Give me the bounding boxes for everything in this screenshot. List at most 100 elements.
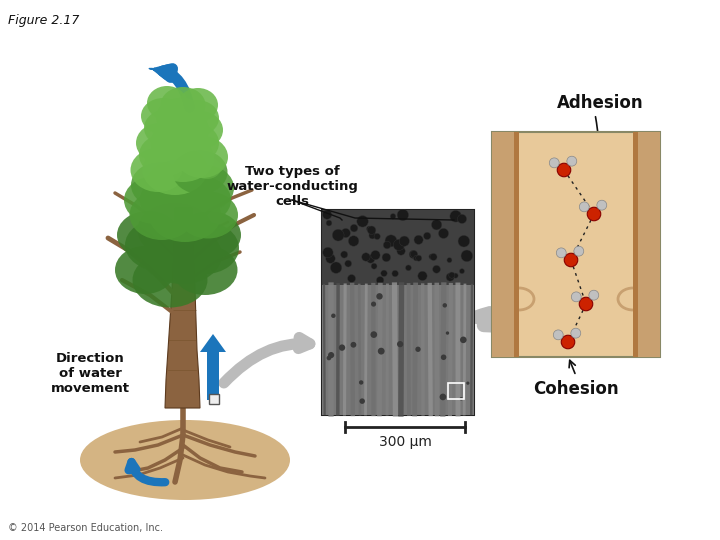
Circle shape [325,254,336,264]
Circle shape [567,156,577,166]
Circle shape [409,251,418,259]
Ellipse shape [169,176,231,224]
Circle shape [459,268,464,274]
Circle shape [341,228,351,238]
Circle shape [443,303,447,308]
Circle shape [433,265,441,273]
Circle shape [382,253,391,262]
Circle shape [597,200,607,210]
Ellipse shape [158,117,186,139]
Circle shape [397,210,408,221]
Ellipse shape [178,192,238,239]
Ellipse shape [161,87,205,123]
Circle shape [423,232,431,240]
Circle shape [366,255,375,263]
Circle shape [399,239,404,245]
Ellipse shape [124,176,186,224]
Ellipse shape [115,246,175,294]
Ellipse shape [176,165,234,211]
Circle shape [562,335,575,349]
Circle shape [397,341,403,347]
Ellipse shape [178,88,218,122]
Ellipse shape [144,109,192,147]
Ellipse shape [173,150,228,194]
Ellipse shape [150,121,205,165]
Circle shape [588,207,600,221]
Circle shape [549,158,559,168]
Circle shape [564,253,577,267]
Ellipse shape [146,159,214,211]
Circle shape [446,332,449,335]
Ellipse shape [80,420,290,500]
Circle shape [446,273,454,281]
Circle shape [348,274,356,282]
Circle shape [589,290,599,300]
Bar [633,132,638,357]
Text: © 2014 Pearson Education, Inc.: © 2014 Pearson Education, Inc. [8,523,163,533]
Circle shape [377,293,383,300]
Circle shape [367,226,376,234]
Circle shape [574,246,584,256]
Circle shape [374,233,380,240]
Circle shape [460,336,467,343]
Bar [322,210,474,285]
Circle shape [323,210,332,219]
Bar [448,383,464,399]
Ellipse shape [130,190,194,240]
Ellipse shape [193,157,221,179]
Ellipse shape [152,134,214,182]
Circle shape [323,247,333,258]
Circle shape [371,251,380,260]
Ellipse shape [125,219,195,271]
Text: Figure 2.17: Figure 2.17 [8,14,79,27]
Circle shape [326,220,332,226]
Circle shape [366,226,372,232]
Circle shape [461,250,472,262]
Ellipse shape [176,136,228,178]
Bar [638,132,660,357]
Circle shape [459,397,463,401]
Circle shape [333,230,344,241]
Circle shape [383,241,391,249]
Ellipse shape [140,174,210,226]
Circle shape [381,270,387,276]
Circle shape [553,330,563,340]
Bar [492,132,660,357]
Ellipse shape [156,98,204,136]
Ellipse shape [173,136,203,160]
Ellipse shape [131,162,189,208]
Circle shape [418,271,427,281]
Ellipse shape [117,211,179,259]
Circle shape [449,272,455,278]
Circle shape [369,232,376,239]
Circle shape [438,228,449,239]
Text: Adhesion: Adhesion [557,94,643,112]
Ellipse shape [141,98,185,134]
Circle shape [377,276,384,284]
Circle shape [571,328,581,338]
Bar [514,132,519,357]
Circle shape [371,331,377,338]
Circle shape [467,382,469,385]
Circle shape [348,236,359,246]
Circle shape [351,342,356,348]
Circle shape [392,271,398,277]
Circle shape [579,297,593,310]
Ellipse shape [130,148,186,192]
Circle shape [330,262,342,273]
Text: Cohesion: Cohesion [534,380,618,398]
Circle shape [359,399,365,404]
Circle shape [390,213,396,219]
Circle shape [415,255,422,261]
Ellipse shape [178,105,202,125]
Circle shape [361,253,370,261]
Ellipse shape [138,202,212,258]
Circle shape [405,265,411,271]
Circle shape [457,214,467,224]
Text: 300 μm: 300 μm [379,435,431,449]
Circle shape [450,211,462,222]
Circle shape [557,163,571,177]
Ellipse shape [136,123,184,163]
Ellipse shape [157,109,209,151]
Text: Two types of
water-conducting
cells: Two types of water-conducting cells [226,165,358,208]
